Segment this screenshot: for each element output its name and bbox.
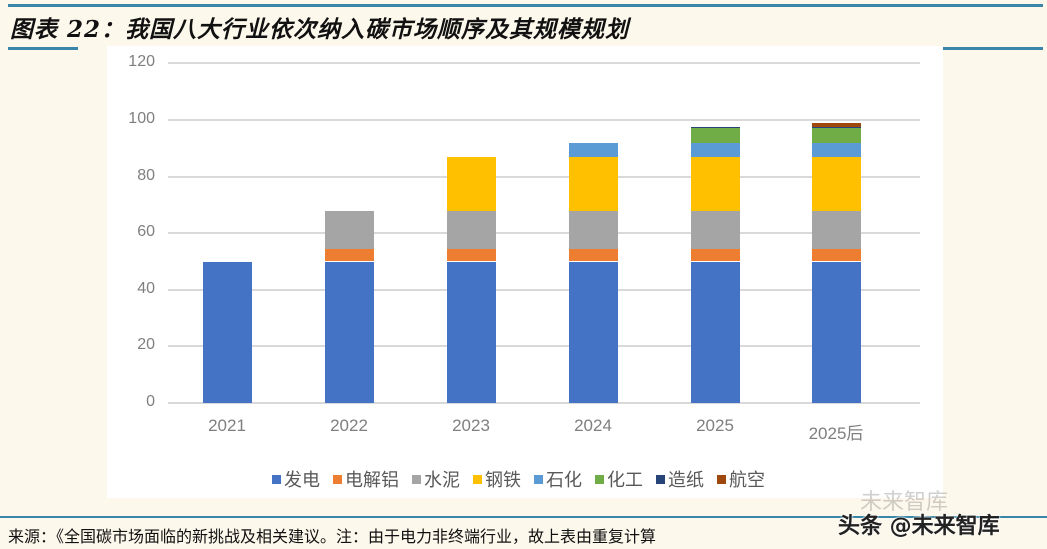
bar-segment	[811, 210, 861, 249]
x-tick-label: 2023	[452, 416, 490, 435]
bar-2021	[202, 0, 252, 549]
legend-swatch-icon	[717, 474, 726, 484]
title-underline-left	[8, 47, 78, 50]
legend-label: 钢铁	[485, 470, 521, 491]
bar-segment	[811, 156, 861, 211]
bar-2023	[446, 0, 496, 549]
y-tick-label: 100	[128, 110, 155, 127]
bar-segment	[811, 123, 861, 127]
gridline	[168, 345, 920, 348]
watermark-ghost: 未来智库	[860, 490, 949, 515]
gridline	[168, 119, 920, 121]
gridline	[168, 232, 920, 235]
bar-segment	[690, 248, 740, 262]
legend-item: 化工	[595, 466, 643, 492]
bar-segment	[446, 156, 496, 211]
bar-segment	[568, 261, 618, 403]
bar-segment	[324, 261, 374, 403]
bar-segment	[324, 210, 374, 249]
x-tick-label: 2025	[696, 416, 734, 435]
legend-label: 造纸	[668, 470, 704, 491]
legend-swatch-icon	[272, 474, 281, 484]
x-tick-label: 2024	[574, 416, 612, 435]
legend-item: 造纸	[656, 466, 704, 492]
bar-segment	[690, 142, 740, 157]
legend-item: 石化	[534, 466, 582, 492]
bar-segment	[446, 210, 496, 249]
legend-label: 航空	[729, 470, 765, 491]
bar-segment	[446, 261, 496, 403]
legend-swatch-icon	[333, 474, 342, 484]
bar-segment	[811, 142, 861, 157]
bar-segment	[568, 142, 618, 157]
title-underline-right	[943, 47, 1043, 50]
bar-segment	[690, 261, 740, 403]
bar-segment	[811, 248, 861, 262]
y-tick-label: 20	[137, 336, 155, 354]
x-tick-label: 2021	[208, 416, 246, 435]
legend-item: 发电	[272, 466, 320, 492]
footer-rule	[0, 516, 1047, 518]
gridline	[168, 62, 920, 65]
y-tick-label: 0	[146, 393, 155, 410]
bar-segment	[324, 248, 374, 262]
legend-item: 航空	[717, 466, 765, 492]
bar-segment	[690, 128, 740, 143]
bar-segment	[568, 248, 618, 262]
gridline	[168, 288, 920, 291]
bar-segment	[568, 210, 618, 249]
bar-segment	[690, 210, 740, 249]
legend-item: 水泥	[412, 466, 460, 492]
bar-2025	[690, 0, 740, 549]
bar-segment	[811, 126, 861, 129]
y-tick-label: 60	[137, 223, 155, 241]
bar-segment	[202, 261, 252, 403]
legend-label: 化工	[607, 470, 643, 491]
chart-legend: 发电 电解铝 水泥 钢铁 石化 化工 造纸 航空	[272, 466, 765, 492]
bar-2022	[324, 0, 374, 549]
gridline	[168, 402, 920, 404]
y-tick-label: 120	[128, 53, 155, 71]
bar-2024	[568, 0, 618, 549]
legend-swatch-icon	[412, 474, 421, 484]
legend-label: 发电	[284, 470, 320, 491]
watermark: 头条 @未来智库	[838, 514, 1000, 539]
x-tick-label: 2022	[330, 416, 368, 435]
legend-swatch-icon	[595, 474, 604, 484]
legend-swatch-icon	[656, 474, 665, 484]
y-tick-label: 40	[137, 279, 155, 297]
x-tick-label: 2025后	[808, 424, 864, 443]
bar-segment	[690, 156, 740, 211]
legend-item: 电解铝	[333, 466, 399, 492]
bar-segment	[811, 261, 861, 403]
legend-label: 水泥	[424, 470, 460, 491]
figure-title: 图表 22：我国八大行业依次纳入碳市场顺序及其规模规划	[10, 16, 630, 43]
bar-segment	[690, 126, 740, 129]
legend-swatch-icon	[534, 474, 543, 484]
bar-segment	[568, 156, 618, 211]
legend-label: 电解铝	[345, 470, 399, 491]
legend-item: 钢铁	[473, 466, 521, 492]
bar-2025后	[811, 0, 861, 549]
source-note: 来源：《全国碳市场面临的新挑战及相关建议。注：由于电力非终端行业，故上表由重复计…	[8, 527, 657, 546]
legend-label: 石化	[546, 470, 582, 491]
bar-segment	[446, 248, 496, 262]
legend-swatch-icon	[473, 474, 482, 484]
gridline	[168, 175, 920, 178]
bar-segment	[811, 128, 861, 143]
top-rule	[8, 4, 1043, 7]
y-tick-label: 80	[137, 166, 155, 184]
